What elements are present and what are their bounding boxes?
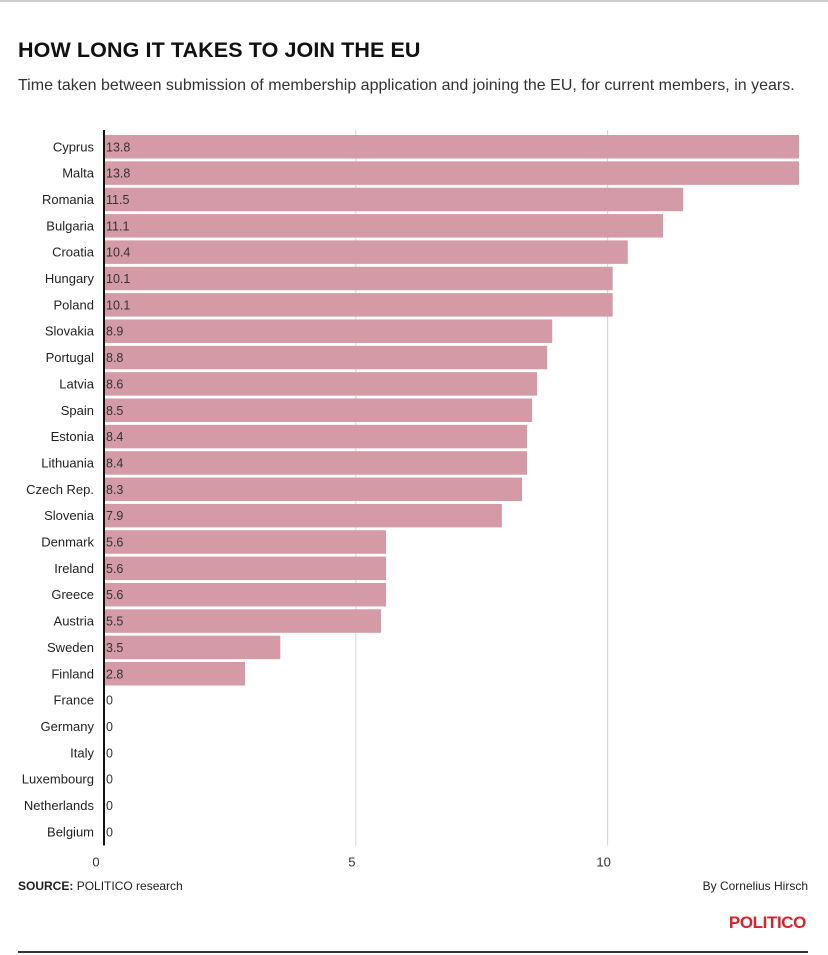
value-label: 11.1 [106, 219, 129, 233]
x-tick-label: 10 [596, 854, 610, 869]
category-label: Portugal [46, 350, 95, 365]
value-label: 0 [106, 720, 113, 734]
category-label: Latvia [59, 376, 94, 391]
chart-title: HOW LONG IT TAKES TO JOIN THE EU [18, 38, 421, 62]
bar [104, 582, 387, 607]
category-label: Sweden [47, 640, 94, 655]
value-label: 10.1 [106, 272, 130, 286]
bar [104, 161, 799, 185]
x-tick-label: 0 [92, 854, 99, 869]
value-label: 8.8 [106, 351, 123, 365]
bar [104, 451, 528, 475]
value-label: 2.8 [106, 667, 123, 681]
category-label: Italy [70, 745, 94, 760]
bar [104, 240, 628, 264]
bar [104, 214, 664, 238]
category-label: Romania [42, 192, 95, 207]
bar-chart: Cyprus 13.8 Malta 13.8 Romania 11.5 Bulgaria 11… [22, 130, 799, 869]
bar [104, 293, 613, 317]
category-label: Greece [51, 587, 94, 602]
value-label: 3.5 [106, 641, 123, 655]
bar [104, 503, 502, 528]
value-label: 10.1 [106, 298, 130, 312]
value-label: 7.9 [106, 509, 123, 523]
bottom-rule [18, 951, 808, 953]
category-label: Slovenia [44, 508, 95, 523]
value-label: 8.3 [106, 483, 123, 497]
category-label: Germany [41, 719, 95, 734]
source-note: SOURCE: POLITICO research [18, 879, 183, 893]
value-label: 0 [106, 694, 113, 708]
category-label: Bulgaria [46, 218, 94, 233]
value-label: 5.6 [106, 536, 123, 550]
category-label: Austria [54, 614, 95, 629]
category-label: Netherlands [24, 798, 95, 813]
category-label: Slovakia [45, 324, 95, 339]
byline: By Cornelius Hirsch [702, 879, 808, 893]
politico-logo: POLITICO [728, 913, 806, 932]
value-label: 0 [106, 773, 113, 787]
value-label: 13.8 [106, 140, 130, 154]
category-label: France [54, 693, 94, 708]
bar [104, 319, 553, 343]
value-label: 0 [106, 825, 113, 839]
value-label: 0 [106, 746, 113, 760]
category-label: Hungary [45, 271, 95, 286]
bar [104, 662, 246, 686]
bar [104, 556, 387, 581]
source-text: POLITICO research [76, 879, 183, 893]
bar [104, 424, 528, 449]
value-label: 5.6 [106, 588, 123, 602]
bar [104, 398, 533, 422]
source-label: SOURCE: [18, 879, 74, 893]
bar [104, 477, 523, 502]
value-label: 13.8 [106, 167, 130, 181]
value-label: 8.9 [106, 325, 123, 339]
value-label: 8.4 [106, 456, 123, 470]
category-label: Lithuania [41, 455, 95, 470]
chart-subtitle: Time taken between submission of members… [18, 77, 795, 94]
value-label: 10.4 [106, 246, 130, 260]
x-tick-label: 5 [348, 854, 355, 869]
bar [104, 530, 387, 554]
category-label: Czech Rep. [26, 482, 94, 497]
category-label: Cyprus [53, 139, 95, 154]
bar [104, 135, 799, 159]
category-label: Croatia [52, 245, 95, 260]
bar [104, 345, 548, 370]
category-label: Denmark [41, 535, 94, 550]
bar [104, 187, 684, 212]
category-label: Finland [51, 666, 94, 681]
category-label: Ireland [54, 561, 94, 576]
category-label: Poland [54, 297, 94, 312]
bar [104, 372, 538, 396]
value-label: 8.4 [106, 430, 123, 444]
category-label: Spain [61, 403, 94, 418]
category-label: Belgium [47, 824, 94, 839]
bar [104, 266, 613, 291]
value-label: 5.6 [106, 562, 123, 576]
top-rule [0, 0, 828, 2]
category-label: Estonia [51, 429, 95, 444]
value-label: 5.5 [106, 615, 123, 629]
value-label: 0 [106, 799, 113, 813]
category-label: Luxembourg [22, 772, 94, 787]
bar [104, 635, 281, 660]
value-label: 8.5 [106, 404, 123, 418]
bar [104, 609, 381, 633]
value-label: 8.6 [106, 377, 123, 391]
value-label: 11.5 [106, 193, 129, 207]
category-label: Malta [62, 166, 95, 181]
